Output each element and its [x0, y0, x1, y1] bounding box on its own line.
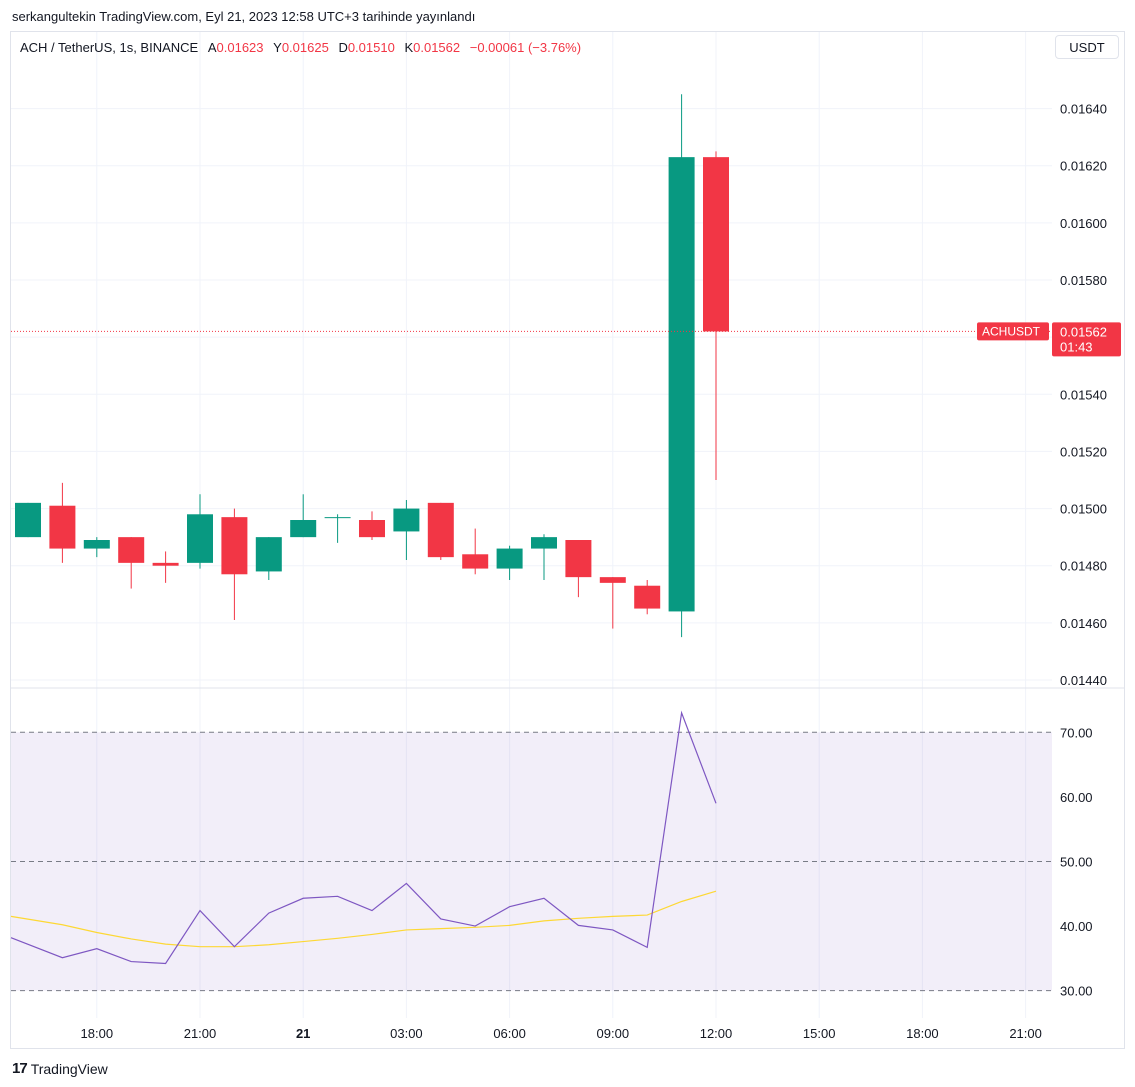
- chart-frame: [10, 31, 1125, 1049]
- rsi-line: [10, 710, 717, 965]
- rsi-lines: [10, 710, 717, 965]
- y-tick-label: 0.01460: [1060, 616, 1107, 631]
- rsi-background: [11, 731, 1052, 992]
- candle-body: [393, 508, 420, 532]
- candle-body: [49, 505, 76, 549]
- rsi-tick-label: 40.00: [1060, 919, 1093, 934]
- x-tick-label: 09:00: [597, 1026, 630, 1041]
- candle-body: [255, 537, 282, 572]
- ticker-tag: [977, 322, 1049, 341]
- high-label: Y: [273, 40, 282, 55]
- candle-body: [359, 520, 385, 538]
- x-tick-label: 21:00: [184, 1026, 217, 1041]
- candle-body: [118, 537, 145, 563]
- y-tick-label: 0.01600: [1060, 216, 1107, 231]
- price-tags: ACHUSDT 0.01562 01:43: [11, 322, 1121, 357]
- candle-body: [324, 517, 351, 519]
- published-caption: serkangultekin TradingView.com, Eyl 21, …: [12, 9, 476, 24]
- candle-body: [427, 502, 454, 558]
- rsi-tick-label: 70.00: [1060, 725, 1093, 740]
- grid: [11, 32, 1124, 1018]
- y-tick-label: 0.01440: [1060, 673, 1107, 688]
- currency-button[interactable]: USDT: [1055, 35, 1119, 59]
- candle-body: [290, 520, 317, 538]
- tradingview-logo-icon: 17: [12, 1060, 28, 1077]
- ticker-tag-label: ACHUSDT: [982, 324, 1041, 338]
- rsi-tick-label: 50.00: [1060, 854, 1093, 869]
- y-tick-label: 0.01620: [1060, 159, 1107, 174]
- candle-body: [221, 517, 248, 575]
- last-price-label: 0.01562: [1060, 324, 1107, 339]
- candle-body: [15, 502, 41, 538]
- last-price-tag: [1052, 322, 1121, 357]
- x-tick-label: 06:00: [493, 1026, 526, 1041]
- candle-body: [531, 537, 557, 549]
- footer-brand: 17 TradingView: [12, 1060, 108, 1077]
- candle-body: [565, 540, 592, 578]
- y-tick-label: 0.01580: [1060, 273, 1107, 288]
- close-label: K: [404, 40, 414, 55]
- x-tick-label: 15:00: [803, 1026, 836, 1041]
- candle-body: [634, 585, 661, 609]
- y-tick-label: 0.01520: [1060, 444, 1107, 459]
- y-tick-label: 0.01500: [1060, 502, 1107, 517]
- low-value: 0.01510: [347, 40, 395, 55]
- y-tick-label: 0.01480: [1060, 559, 1107, 574]
- y-tick-label: 0.01640: [1060, 102, 1107, 117]
- high-value: 0.01625: [281, 40, 329, 55]
- candle-body: [462, 554, 489, 569]
- x-tick-label: 12:00: [700, 1026, 733, 1041]
- candles: [15, 94, 729, 638]
- y-tick-label: 0.01540: [1060, 387, 1107, 402]
- candle-body: [599, 577, 626, 583]
- axes: 18:00 21:00 21 03:00 06:00 09:00 12:00 15:00 18:…: [81, 102, 1107, 1041]
- x-tick-label: 18:00: [906, 1026, 939, 1041]
- candle-body: [83, 540, 110, 549]
- candle-body: [703, 157, 729, 332]
- x-tick-label: 21:00: [1009, 1026, 1042, 1041]
- rsi-tick-label: 30.00: [1060, 984, 1093, 999]
- candle-body: [496, 548, 523, 569]
- x-tick-label: 18:00: [81, 1026, 114, 1041]
- x-tick-label: 21: [296, 1026, 310, 1041]
- close-value: 0.01562: [413, 40, 461, 55]
- x-tick-label: 03:00: [390, 1026, 423, 1041]
- rsi-tick-label: 60.00: [1060, 790, 1093, 805]
- candle-body: [152, 562, 179, 566]
- brand-name: TradingView: [30, 1060, 108, 1077]
- low-label: D: [338, 40, 348, 55]
- change-value: −0.00061 (−3.76%): [469, 40, 582, 55]
- symbol-label[interactable]: ACH / TetherUS, 1s, BINANCE: [20, 40, 199, 55]
- open-value: 0.01623: [216, 40, 264, 55]
- open-label: A: [207, 40, 217, 55]
- candle-body: [668, 157, 695, 612]
- ohlc-legend: ACH / TetherUS, 1s, BINANCE A0.01623 Y0.…: [20, 40, 581, 55]
- candle-body: [187, 514, 213, 563]
- bar-countdown-label: 01:43: [1060, 339, 1093, 354]
- rsi-ma-line: [10, 890, 717, 948]
